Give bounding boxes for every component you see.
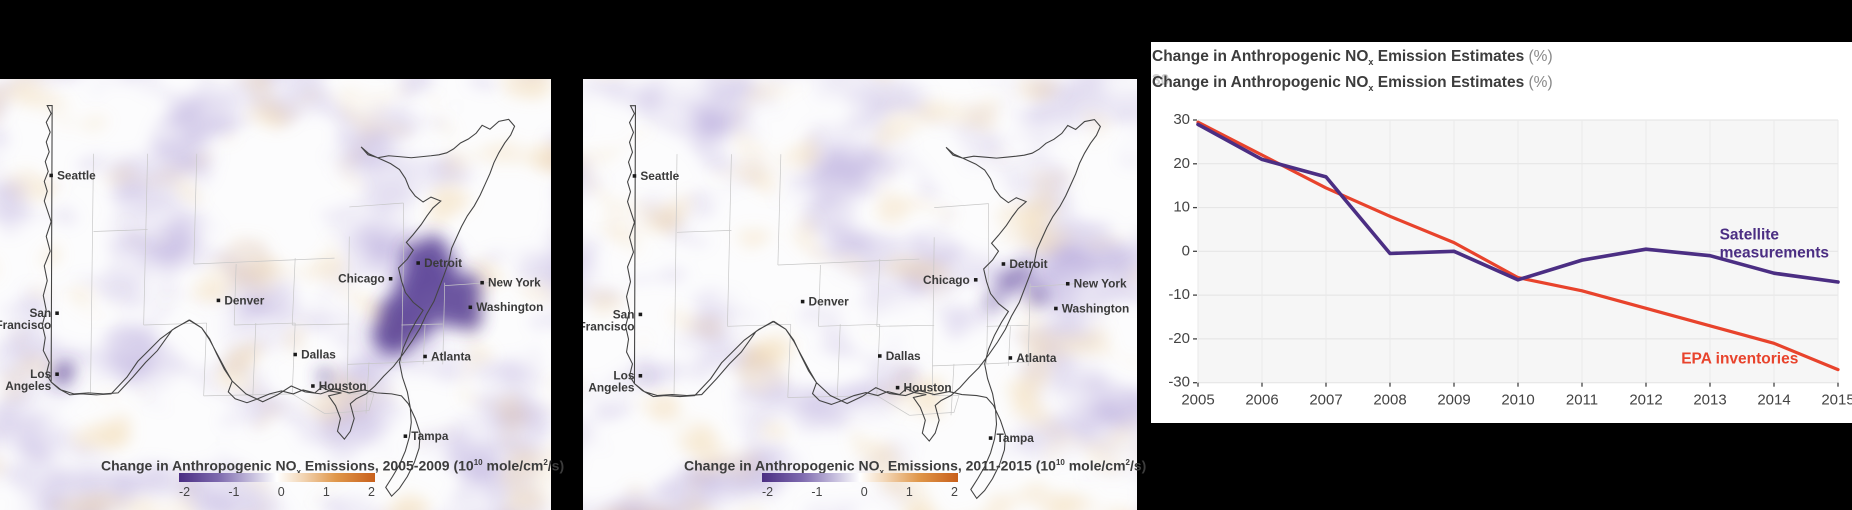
svg-text:2011: 2011 [1566, 392, 1598, 409]
svg-text:Satellite: Satellite [1720, 227, 1780, 244]
svg-text:2006: 2006 [1245, 392, 1278, 409]
svg-text:2005: 2005 [1181, 392, 1214, 409]
svg-text:Dallas: Dallas [301, 347, 336, 361]
svg-text:20: 20 [1173, 155, 1190, 172]
svg-text:Denver: Denver [224, 293, 264, 307]
svg-text:Washington: Washington [476, 300, 543, 314]
svg-text:2009: 2009 [1437, 392, 1470, 409]
svg-text:Detroit: Detroit [424, 256, 462, 270]
svg-text:0: 0 [1182, 242, 1190, 259]
svg-text:measurements: measurements [1720, 245, 1829, 262]
svg-text:EPA inventories: EPA inventories [1681, 350, 1798, 367]
svg-text:Tampa: Tampa [997, 431, 1035, 445]
svg-text:Dallas: Dallas [886, 349, 921, 363]
svg-text:Houston: Houston [319, 379, 367, 393]
svg-text:-30: -30 [1168, 374, 1190, 391]
svg-text:Atlanta: Atlanta [1016, 351, 1057, 365]
svg-text:Tampa: Tampa [411, 429, 449, 443]
svg-text:Denver: Denver [809, 295, 850, 309]
svg-text:2013: 2013 [1693, 392, 1726, 409]
svg-text:2014: 2014 [1757, 392, 1790, 409]
svg-text:Chicago: Chicago [923, 273, 970, 287]
svg-text:2010: 2010 [1501, 392, 1534, 409]
svg-text:-10: -10 [1168, 286, 1190, 303]
svg-text:30: 30 [1173, 111, 1190, 128]
svg-text:10: 10 [1173, 199, 1190, 216]
svg-text:Seattle: Seattle [57, 168, 96, 182]
svg-text:New York: New York [488, 276, 541, 290]
svg-text:2015: 2015 [1821, 392, 1852, 409]
svg-text:Houston: Houston [904, 381, 952, 395]
svg-text:Washington: Washington [1062, 301, 1129, 315]
svg-text:Chicago: Chicago [338, 272, 385, 286]
svg-text:2012: 2012 [1629, 392, 1662, 409]
svg-text:2008: 2008 [1373, 392, 1406, 409]
svg-text:2007: 2007 [1309, 392, 1342, 409]
svg-text:-20: -20 [1168, 330, 1190, 347]
svg-text:Detroit: Detroit [1009, 257, 1047, 271]
svg-text:New York: New York [1074, 277, 1127, 291]
svg-text:Atlanta: Atlanta [431, 349, 471, 363]
svg-text:Seattle: Seattle [640, 169, 679, 183]
